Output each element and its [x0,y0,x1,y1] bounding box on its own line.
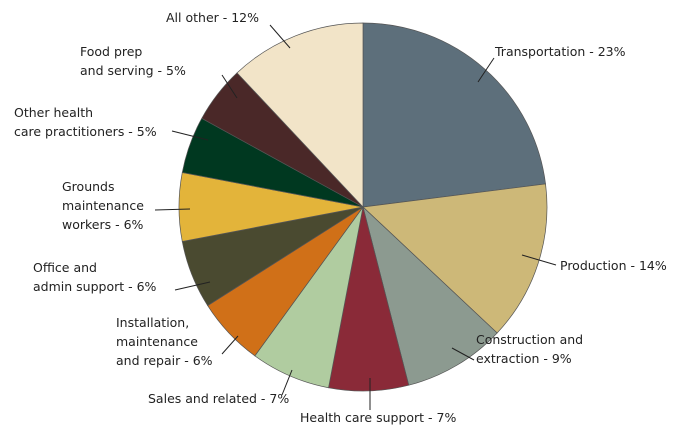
leader-line [477,57,495,83]
leader-line [221,74,238,99]
leader-line [281,369,293,396]
label-line: maintenance [116,334,198,349]
label-line: Grounds [62,179,115,194]
slice-label: Health care support - 7% [300,410,456,425]
label-line: Food prep [80,44,142,59]
slice-label: Office and admin support - 6% [33,260,157,294]
label-line: maintenance [62,198,144,213]
slice-label: Transportation - 23% [494,44,626,59]
slice-label: Construction and extraction - 9% [476,332,583,366]
leader-line [174,281,211,291]
label-line: Installation, [116,315,189,330]
pie-slice [362,205,498,386]
leader-line [269,24,291,49]
label-line: and repair - 6% [116,353,213,368]
slice-label: Production - 14% [560,258,667,273]
label-line: Health care support - 7% [300,410,456,425]
label-line: care practitioners - 5% [14,124,157,139]
slice-label: Food prep and serving - 5% [80,44,186,78]
pie-slice [236,22,364,208]
slice-label: All other - 12% [166,10,259,25]
label-line: and serving - 5% [80,63,186,78]
label-line: Production - 14% [560,258,667,273]
label-line: Other health [14,105,93,120]
leader-line [171,130,209,141]
label-line: extraction - 9% [476,351,572,366]
leader-line [521,254,557,266]
pie-slice [362,22,546,208]
label-line: Office and [33,260,97,275]
slice-label: Sales and related - 7% [148,391,289,406]
leader-line [451,347,475,361]
slice-label: Installation, maintenance and repair - 6% [116,315,213,368]
label-line: workers - 6% [62,217,144,232]
slice-label: Grounds maintenance workers - 6% [62,179,144,232]
label-line: Sales and related - 7% [148,391,289,406]
slice-label: Other health care practitioners - 5% [14,105,157,139]
label-line: All other - 12% [166,10,259,25]
leader-line [221,335,239,355]
label-line: Transportation - 23% [494,44,626,59]
label-line: admin support - 6% [33,279,157,294]
pie-slice [362,183,548,334]
label-line: Construction and [476,332,583,347]
leader-line [154,208,191,211]
